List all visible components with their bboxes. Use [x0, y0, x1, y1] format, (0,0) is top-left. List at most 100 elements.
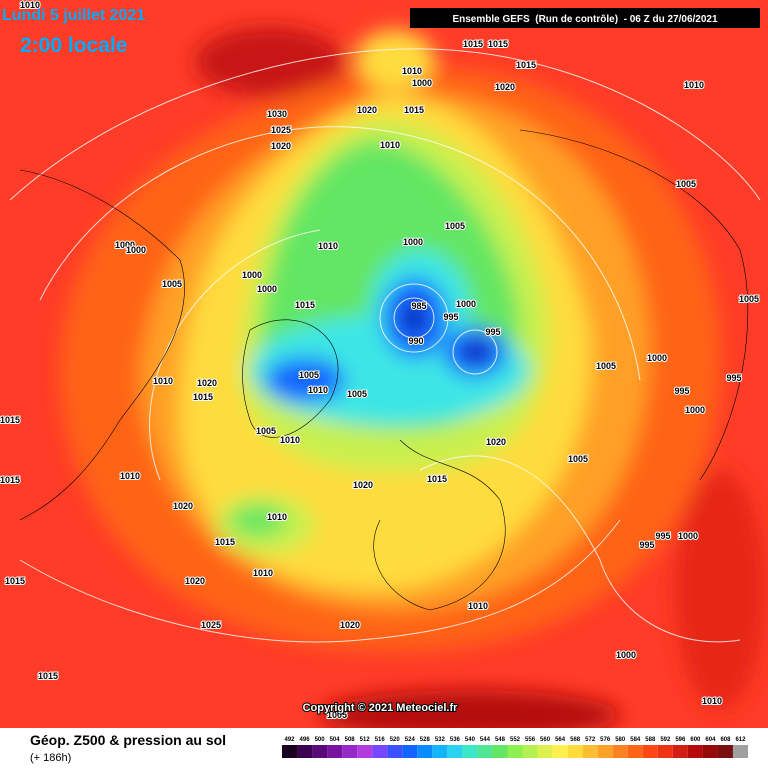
isobar-label: 1000: [257, 284, 277, 294]
isobar-label: 985: [411, 301, 426, 311]
isobar-label: 1010: [280, 435, 300, 445]
scale-swatch: [462, 745, 478, 758]
isobar-label: 1005: [256, 426, 276, 436]
isobar-label: 995: [726, 373, 741, 383]
scale-swatch: [357, 745, 373, 758]
isobar-label: 1005: [327, 710, 347, 720]
footer-lead: (+ 186h): [30, 752, 71, 764]
isobar-label: 1010: [402, 66, 422, 76]
footer-title: Géop. Z500 & pression au sol: [30, 732, 226, 748]
isobar-label: 1010: [253, 568, 273, 578]
isobar-label: 1020: [173, 501, 193, 511]
isobar-label: 1005: [568, 454, 588, 464]
scale-label: 600: [690, 737, 701, 743]
scale-label: 612: [735, 737, 746, 743]
isobar-label: 1015: [404, 105, 424, 115]
scale-label: 556: [525, 737, 536, 743]
isobar-label: 1020: [340, 620, 360, 630]
scale-swatch: [627, 745, 643, 758]
isobar-label: 1010: [468, 601, 488, 611]
isobar-label: 1010: [20, 0, 40, 10]
isobar-label: 1005: [596, 361, 616, 371]
isobar-label: 1015: [0, 475, 20, 485]
scale-swatch: [507, 745, 523, 758]
isobar-label: 1005: [739, 294, 759, 304]
isobar-label: 1000: [456, 299, 476, 309]
field: [60, 27, 765, 740]
scale-label: 580: [615, 737, 626, 743]
scale-swatch: [522, 745, 538, 758]
scale-label: 564: [555, 737, 566, 743]
scale-label: 544: [480, 737, 491, 743]
isobar-label: 1005: [162, 279, 182, 289]
isobar-label: 1010: [153, 376, 173, 386]
isobar-label: 995: [485, 327, 500, 337]
scale-label: 508: [345, 737, 356, 743]
isobar-label: 1020: [495, 82, 515, 92]
isobar-label: 1010: [684, 80, 704, 90]
isobar-label: 1020: [486, 437, 506, 447]
isobar-label: 1020: [271, 141, 291, 151]
isobar-label: 1030: [267, 109, 287, 119]
scale-swatch: [672, 745, 688, 758]
isobar-label: 1000: [678, 531, 698, 541]
isobar-label: 1010: [267, 512, 287, 522]
isobar-label: 1010: [702, 696, 722, 706]
isobar-label: 1000: [242, 270, 262, 280]
isobar-labels: 1010 1015 1015 1015 1010 1000 1020 1010 1020 1015…: [0, 0, 760, 721]
isobar-label: 1015: [215, 537, 235, 547]
scale-swatch: [402, 745, 418, 758]
isobar-label: 1020: [197, 378, 217, 388]
scale-label: 588: [645, 737, 656, 743]
isobar-label: 1020: [185, 576, 205, 586]
isobar-label: 1000: [126, 245, 146, 255]
isobar-label: 995: [443, 312, 458, 322]
isobar-label: 1000: [412, 78, 432, 88]
scale-label: 528: [420, 737, 431, 743]
isobar-label: 1000: [647, 353, 667, 363]
isobar-label: 1010: [380, 140, 400, 150]
scale-swatch: [447, 745, 463, 758]
scale-swatch: [567, 745, 583, 758]
scale-swatch: [717, 745, 733, 758]
isobar-label: 1005: [299, 370, 319, 380]
scale-label: 520: [390, 737, 401, 743]
scale-label: 512: [360, 737, 371, 743]
time-label: 2:00 locale: [20, 34, 127, 57]
scale-label: 496: [300, 737, 311, 743]
isobar-label: 1010: [308, 385, 328, 395]
scale-swatch: [327, 745, 343, 758]
scale-swatch: [372, 745, 388, 758]
isobar-label: 995: [639, 540, 654, 550]
isobar-label: 995: [674, 386, 689, 396]
scale-label: 604: [705, 737, 716, 743]
scale-swatch: [732, 745, 748, 758]
isobar-label: 1010: [318, 241, 338, 251]
scale-swatch: [282, 745, 298, 758]
coastlines: [19, 129, 749, 611]
color-scale: 492 496 500 504 508 512 516 520 524 528 532 536 540 5…: [282, 737, 748, 758]
scale-label: 532: [435, 737, 446, 743]
isobar-label: 1015: [295, 300, 315, 310]
isobar-label: 1015: [488, 39, 508, 49]
scale-swatch: [492, 745, 508, 758]
isobar-label: 1000: [403, 237, 423, 247]
scale-label: 596: [675, 737, 686, 743]
isobar-label: 1015: [516, 60, 536, 70]
scale-swatch: [582, 745, 598, 758]
scale-swatch: [537, 745, 553, 758]
scale-label: 608: [720, 737, 731, 743]
scale-label: 560: [540, 737, 551, 743]
scale-label: 492: [285, 737, 296, 743]
scale-label: 516: [375, 737, 386, 743]
scale-swatch: [702, 745, 718, 758]
scale-label: 552: [510, 737, 521, 743]
isobar-label: 1020: [353, 480, 373, 490]
isobar-label: 1010: [120, 471, 140, 481]
scale-label: 500: [315, 737, 326, 743]
scale-label: 524: [405, 737, 416, 743]
isobar-label: 1005: [676, 179, 696, 189]
isobar-label: 1005: [347, 389, 367, 399]
scale-swatch: [477, 745, 493, 758]
